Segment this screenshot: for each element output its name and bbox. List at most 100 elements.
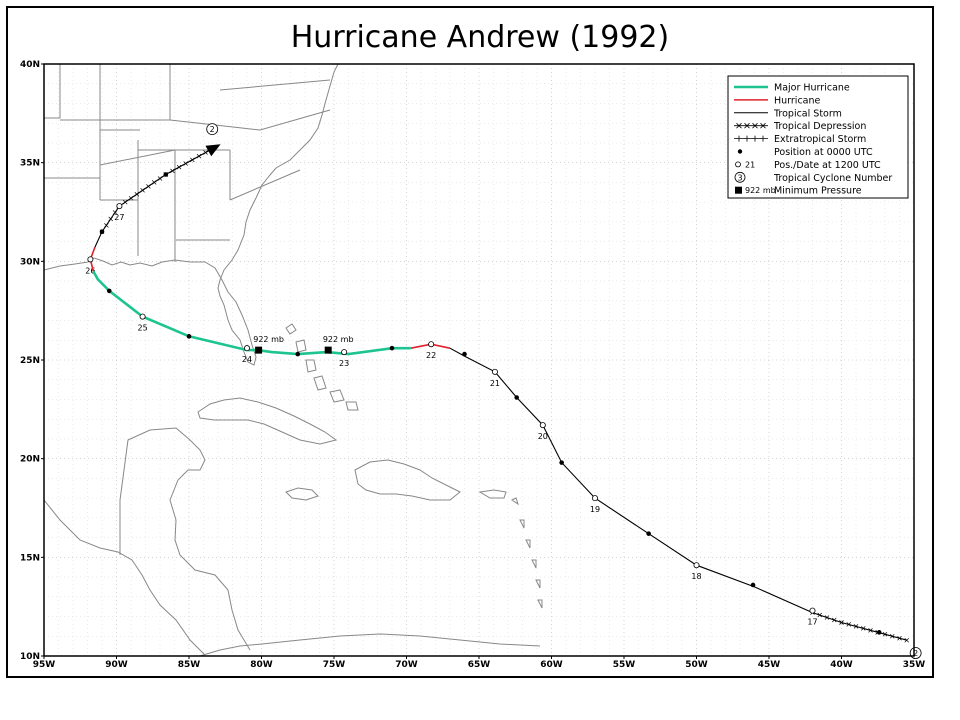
lon-tick-label: 40W — [830, 660, 853, 670]
coastline-layer — [44, 64, 543, 656]
lon-tick-label: 70W — [395, 660, 418, 670]
position-0000-utc — [106, 288, 112, 294]
date-label: 27 — [114, 213, 124, 222]
legend-x-mark — [744, 122, 750, 129]
legend-symbol-min-pressure — [735, 186, 742, 194]
cyclone-number-end — [206, 123, 219, 136]
cyclone-number-start-label: 2 — [913, 649, 918, 658]
lon-tick-label: 55W — [613, 660, 636, 670]
position-1200-utc — [539, 422, 546, 429]
legend-label: Tropical Storm — [773, 108, 842, 119]
legend-label: Extratropical Storm — [774, 134, 866, 145]
puerto-rico-outline — [478, 489, 507, 499]
position-1200-utc — [341, 349, 348, 356]
depression-x-mark — [112, 210, 118, 215]
jamaica-outline — [285, 487, 319, 501]
depression-x-mark — [904, 637, 909, 643]
date-label: 17 — [807, 618, 817, 627]
legend-symbol-position-1200 — [735, 161, 741, 168]
position-1200-utc — [243, 345, 250, 352]
position-0000-utc — [389, 345, 395, 351]
date-label: 19 — [590, 505, 600, 514]
lon-tick-label: 60W — [540, 660, 563, 670]
position-1200-utc — [428, 341, 435, 348]
position-0000-utc — [514, 395, 519, 400]
position-1200-utc — [139, 313, 146, 320]
depression-x-mark — [853, 624, 859, 629]
position-0000-utc — [876, 630, 882, 635]
date-label: 21 — [490, 379, 500, 388]
min-pressure-label: 922 mb — [253, 335, 284, 344]
lon-tick-label: 85W — [178, 660, 201, 670]
lon-tick-label: 65W — [468, 660, 491, 670]
lon-tick-label: 35W — [903, 660, 926, 670]
depression-x-mark — [176, 164, 182, 170]
map-title: Hurricane Andrew (1992) — [290, 20, 670, 55]
north-america-coastline — [44, 64, 339, 366]
bahamas-outline — [285, 323, 359, 411]
lat-tick-label: 25N — [20, 356, 40, 366]
depression-x-mark — [817, 612, 822, 618]
position-1200-utc — [116, 203, 123, 210]
date-label: 18 — [691, 572, 701, 581]
date-label: 24 — [242, 355, 252, 364]
position-1200-utc — [491, 368, 498, 375]
lon-tick-label: 80W — [250, 660, 273, 670]
legend-label: Tropical Depression — [773, 121, 866, 132]
position-0000-utc — [559, 460, 564, 465]
position-0000-utc — [462, 351, 467, 357]
legend-label: Major Hurricane — [774, 83, 850, 94]
legend-example-pressure: 922 mb — [745, 186, 776, 195]
position-0000-utc — [186, 334, 192, 339]
min-pressure-label: 922 mb — [323, 335, 354, 344]
cuba-outline — [197, 397, 338, 445]
lon-tick-label: 75W — [323, 660, 346, 670]
position-0000-utc — [750, 582, 756, 588]
track-segment-tropical-storm — [449, 347, 813, 614]
position-0000-utc — [295, 351, 301, 357]
lon-tick-label: 50W — [685, 660, 708, 670]
depression-x-mark — [196, 153, 202, 159]
legend-label: Position at 0000 UTC — [774, 147, 873, 158]
legend-x-mark — [752, 122, 758, 129]
state-borders — [44, 64, 331, 262]
central-america-coastline — [44, 427, 251, 656]
position-0000-utc — [646, 531, 651, 536]
lat-tick-label: 40N — [20, 60, 40, 70]
lat-tick-label: 15N — [20, 553, 40, 563]
track-segment-tropical-storm — [94, 231, 103, 248]
depression-x-mark — [108, 216, 113, 222]
depression-x-mark — [134, 191, 140, 197]
position-0000-utc — [99, 229, 105, 235]
lon-tick-label: 45W — [758, 660, 781, 670]
position-1200-utc — [809, 607, 816, 614]
lat-tick-label: 10N — [20, 652, 40, 662]
position-0000-utc — [163, 172, 169, 177]
depression-x-mark — [203, 150, 208, 155]
depression-x-mark — [824, 615, 830, 620]
depression-x-mark — [183, 161, 188, 166]
lon-tick-label: 95W — [33, 660, 56, 670]
date-label: 22 — [426, 351, 436, 360]
lon-tick-label: 90W — [105, 660, 128, 670]
depression-x-mark — [868, 628, 873, 633]
axis-labels: 95W 90W 85W 80W 75W 70W 65W 60W 55W 50W 45W 40W 35W 1… — [20, 60, 925, 670]
depression-x-mark — [897, 635, 902, 641]
depression-x-mark — [128, 195, 134, 201]
legend-label: Minimum Pressure — [774, 186, 862, 197]
depression-x-mark — [146, 184, 151, 189]
lat-tick-label: 35N — [20, 159, 40, 169]
position-1200-utc — [592, 495, 599, 502]
depression-x-mark — [190, 157, 195, 163]
legend-symbol-position-0000 — [737, 149, 743, 154]
depression-x-mark — [209, 146, 215, 152]
legend-label: Hurricane — [774, 95, 821, 106]
lat-tick-label: 30N — [20, 257, 40, 267]
depression-x-mark — [890, 634, 895, 639]
depression-x-mark — [839, 620, 844, 625]
min-pressure-marker — [324, 346, 332, 354]
depression-x-mark — [832, 617, 837, 623]
legend-symbol-cyclone-number — [734, 171, 746, 183]
hispaniola-outline — [354, 459, 461, 501]
